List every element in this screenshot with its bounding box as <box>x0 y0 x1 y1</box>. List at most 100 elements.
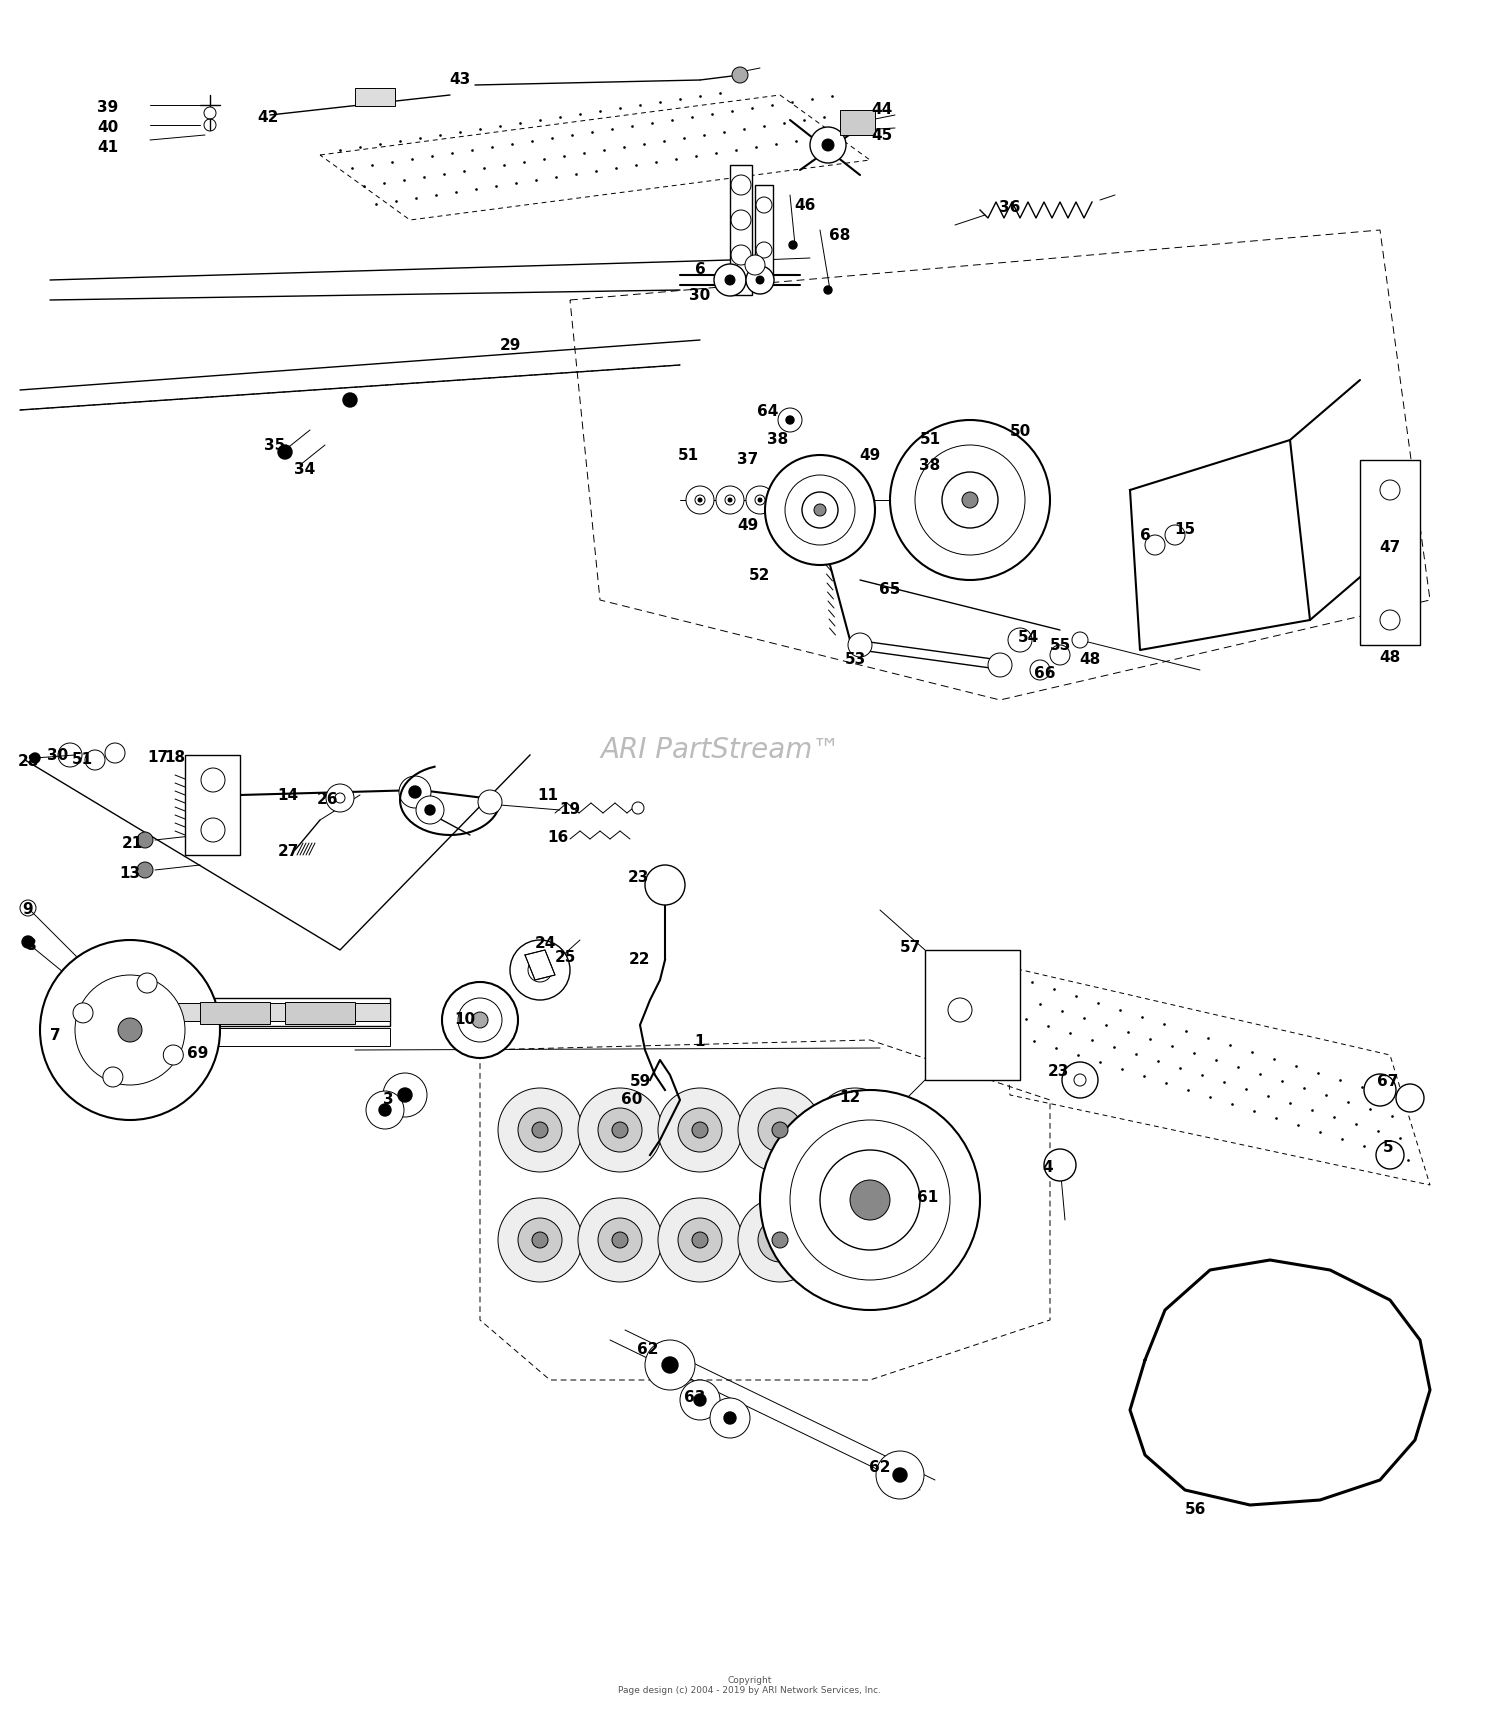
Circle shape <box>578 1199 662 1281</box>
Text: 69: 69 <box>188 1046 209 1061</box>
Circle shape <box>658 1089 742 1171</box>
Text: 63: 63 <box>684 1390 705 1405</box>
Circle shape <box>1166 525 1185 545</box>
Circle shape <box>678 1108 722 1152</box>
Text: 46: 46 <box>795 198 816 213</box>
Circle shape <box>326 784 354 812</box>
Circle shape <box>728 499 732 502</box>
Text: 62: 62 <box>870 1460 891 1476</box>
Circle shape <box>694 495 705 506</box>
Text: 23: 23 <box>1047 1065 1068 1080</box>
Text: 21: 21 <box>122 836 142 850</box>
Circle shape <box>632 802 644 814</box>
Bar <box>840 110 874 134</box>
Text: 48: 48 <box>1080 652 1101 667</box>
Bar <box>926 949 1020 1080</box>
Text: 51: 51 <box>72 753 93 767</box>
Circle shape <box>40 941 220 1120</box>
Text: 10: 10 <box>454 1013 476 1027</box>
Text: 5: 5 <box>1383 1140 1394 1156</box>
Circle shape <box>810 127 846 163</box>
Circle shape <box>714 263 746 296</box>
Text: 45: 45 <box>871 127 892 143</box>
Circle shape <box>334 793 345 803</box>
Circle shape <box>1044 1149 1076 1182</box>
Circle shape <box>850 1180 889 1219</box>
Circle shape <box>1072 631 1088 648</box>
Text: 35: 35 <box>264 437 285 452</box>
Text: 22: 22 <box>630 953 651 967</box>
Circle shape <box>74 1003 93 1023</box>
Text: ARI PartStream™: ARI PartStream™ <box>600 736 840 764</box>
Circle shape <box>22 936 34 948</box>
Text: 67: 67 <box>1377 1075 1398 1089</box>
Circle shape <box>498 1199 582 1281</box>
Circle shape <box>380 1104 392 1116</box>
Circle shape <box>662 1357 678 1373</box>
Circle shape <box>765 456 874 564</box>
Text: 6: 6 <box>694 263 705 277</box>
Text: 15: 15 <box>1174 523 1196 537</box>
Circle shape <box>847 633 871 657</box>
Circle shape <box>645 865 686 905</box>
Circle shape <box>694 1393 706 1405</box>
Circle shape <box>136 974 158 992</box>
Circle shape <box>724 275 735 286</box>
Text: 25: 25 <box>555 951 576 965</box>
Bar <box>356 88 395 107</box>
Circle shape <box>824 286 833 294</box>
Circle shape <box>528 958 552 982</box>
Text: 64: 64 <box>758 404 778 420</box>
Text: 26: 26 <box>318 793 339 807</box>
Text: 40: 40 <box>98 120 118 136</box>
Circle shape <box>118 1018 142 1042</box>
Circle shape <box>847 1232 862 1249</box>
Bar <box>130 1029 390 1046</box>
Circle shape <box>833 1218 878 1262</box>
Text: 47: 47 <box>1380 540 1401 556</box>
Text: 23: 23 <box>627 870 648 886</box>
Text: 27: 27 <box>278 845 298 860</box>
Text: 50: 50 <box>1010 425 1031 440</box>
Circle shape <box>136 832 153 848</box>
Text: 51: 51 <box>678 447 699 463</box>
Text: 53: 53 <box>844 652 865 667</box>
Text: 1: 1 <box>694 1034 705 1049</box>
Text: 36: 36 <box>999 201 1020 215</box>
Circle shape <box>724 1412 736 1424</box>
Circle shape <box>658 1199 742 1281</box>
Circle shape <box>30 753 40 764</box>
Circle shape <box>518 1218 562 1262</box>
Bar <box>130 1003 390 1022</box>
Text: 38: 38 <box>768 432 789 447</box>
Text: 3: 3 <box>382 1092 393 1108</box>
Circle shape <box>754 495 765 506</box>
Circle shape <box>598 1108 642 1152</box>
Circle shape <box>772 1121 788 1139</box>
Bar <box>1360 459 1420 645</box>
Circle shape <box>104 1066 123 1087</box>
Circle shape <box>790 1120 950 1280</box>
Circle shape <box>278 445 292 459</box>
Text: 28: 28 <box>18 755 39 769</box>
Circle shape <box>942 471 998 528</box>
Circle shape <box>692 1232 708 1249</box>
Text: 68: 68 <box>830 227 850 243</box>
Circle shape <box>698 499 702 502</box>
Text: 30: 30 <box>48 748 69 762</box>
Text: 56: 56 <box>1185 1503 1206 1517</box>
Circle shape <box>578 1089 662 1171</box>
Circle shape <box>382 1073 427 1116</box>
Circle shape <box>758 1108 802 1152</box>
Circle shape <box>410 786 422 798</box>
Circle shape <box>815 504 827 516</box>
Text: 66: 66 <box>1035 666 1056 681</box>
Circle shape <box>876 1452 924 1500</box>
Circle shape <box>1144 535 1166 556</box>
Circle shape <box>813 1089 897 1171</box>
Text: 60: 60 <box>621 1092 642 1108</box>
Circle shape <box>847 1121 862 1139</box>
Text: 65: 65 <box>879 583 900 597</box>
Circle shape <box>424 805 435 815</box>
Circle shape <box>746 255 765 275</box>
